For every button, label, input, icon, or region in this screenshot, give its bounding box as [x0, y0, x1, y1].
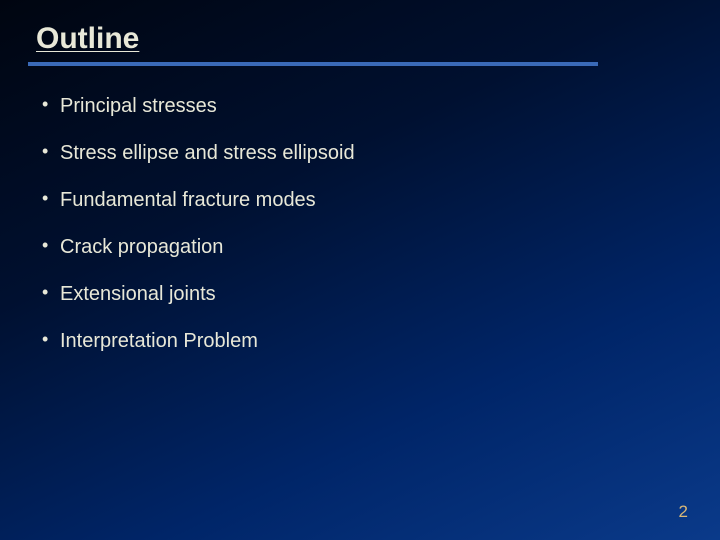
bullet-list: Principal stresses Stress ellipse and st… [36, 94, 684, 353]
slide: Outline Principal stresses Stress ellips… [0, 0, 720, 540]
list-item: Crack propagation [42, 235, 684, 259]
list-item: Extensional joints [42, 282, 684, 306]
slide-title: Outline [36, 22, 684, 56]
list-item: Interpretation Problem [42, 329, 684, 353]
title-rule [28, 62, 598, 66]
page-number: 2 [679, 502, 688, 522]
list-item: Fundamental fracture modes [42, 188, 684, 212]
list-item: Stress ellipse and stress ellipsoid [42, 141, 684, 165]
list-item: Principal stresses [42, 94, 684, 118]
